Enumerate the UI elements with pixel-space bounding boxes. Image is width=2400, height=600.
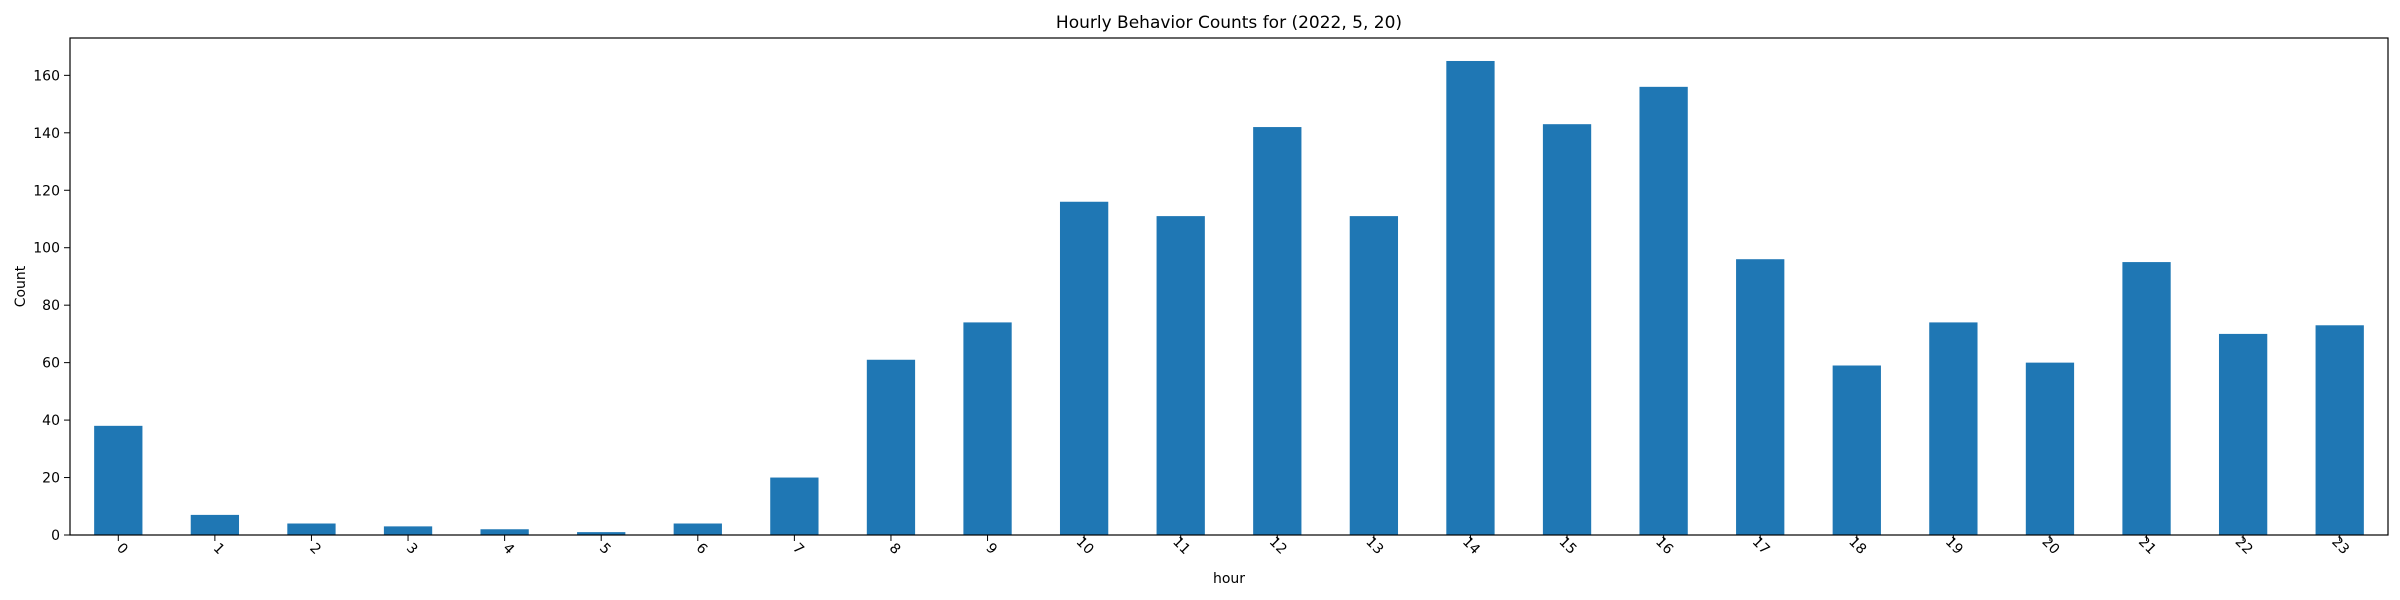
bar-hour-7 <box>770 477 819 535</box>
plot-frame <box>69 37 2389 536</box>
x-tick-label: 1 <box>210 540 228 558</box>
bar-hour-1 <box>190 514 240 535</box>
chart-title: Hourly Behavior Counts for (2022, 5, 20) <box>1056 13 1402 33</box>
bar-hour-19 <box>1929 322 1978 535</box>
y-tick-label: 40 <box>42 413 60 429</box>
x-tick-label: 3 <box>403 540 421 558</box>
x-tick-label: 9 <box>982 540 1000 558</box>
bar-hour-2 <box>287 523 336 535</box>
x-tick-label: 23 <box>2328 534 2352 558</box>
bar-hour-3 <box>383 526 433 535</box>
y-tick-label: 60 <box>42 356 60 372</box>
y-axis-title: Count <box>13 265 29 307</box>
bar-hour-10 <box>1059 201 1109 535</box>
y-tick-label: 120 <box>33 183 60 199</box>
y-tick-label: 80 <box>42 298 60 314</box>
x-tick-label: 4 <box>499 540 517 558</box>
x-tick-label: 6 <box>693 540 711 558</box>
x-tick-label: 10 <box>1073 534 1097 558</box>
bar-hour-23 <box>2315 325 2364 535</box>
y-tick-label: 140 <box>33 126 60 142</box>
x-tick-label: 20 <box>2039 534 2063 558</box>
x-tick-label: 2 <box>306 540 324 558</box>
bar-hour-17 <box>1736 259 1785 535</box>
bar-hour-20 <box>2025 362 2075 535</box>
bar-hour-11 <box>1156 216 1205 535</box>
bar-hour-6 <box>673 523 722 535</box>
x-tick-label: 16 <box>1652 534 1676 558</box>
bar-hour-0 <box>94 425 143 535</box>
x-tick-label: 0 <box>113 540 131 558</box>
bar-hour-12 <box>1253 127 1302 535</box>
bar-hour-5 <box>577 532 626 535</box>
x-tick-label: 14 <box>1459 534 1483 558</box>
y-axis: 0 20 40 60 80 100 120 140 160 <box>33 68 70 544</box>
bar-hour-18 <box>1832 365 1881 535</box>
bar-hour-8 <box>866 359 916 535</box>
x-tick-label: 13 <box>1362 534 1386 558</box>
x-tick-label: 22 <box>2232 534 2256 558</box>
bar-hour-13 <box>1349 216 1399 535</box>
x-axis: 0 1 2 3 4 5 6 7 8 9 10 11 12 13 14 15 16 17 18 19 20 21 22 23 <box>113 534 2352 558</box>
bar-hour-14 <box>1446 60 1495 535</box>
x-tick-label: 11 <box>1169 534 1193 558</box>
x-tick-label: 7 <box>789 540 807 558</box>
x-tick-label: 18 <box>1845 534 1869 558</box>
x-axis-title: hour <box>1213 571 1245 587</box>
y-tick-label: 160 <box>33 68 60 84</box>
x-tick-label: 12 <box>1266 534 1290 558</box>
x-tick-label: 8 <box>886 540 904 558</box>
x-tick-label: 15 <box>1556 534 1580 558</box>
bar-hour-21 <box>2122 262 2171 535</box>
y-tick-label: 20 <box>42 471 60 487</box>
bar-hour-4 <box>480 529 529 535</box>
bar-hour-9 <box>963 322 1012 535</box>
x-tick-label: 21 <box>2135 534 2159 558</box>
x-tick-label: 17 <box>1749 534 1773 558</box>
y-tick-label: 0 <box>51 528 60 544</box>
bar-hour-15 <box>1542 124 1592 536</box>
bar-hour-22 <box>2218 333 2268 535</box>
bars-layer <box>94 60 2364 536</box>
bar-hour-16 <box>1639 86 1688 536</box>
x-tick-label: 19 <box>1942 534 1966 558</box>
y-tick-label: 100 <box>33 241 60 257</box>
x-tick-label: 5 <box>596 540 614 558</box>
